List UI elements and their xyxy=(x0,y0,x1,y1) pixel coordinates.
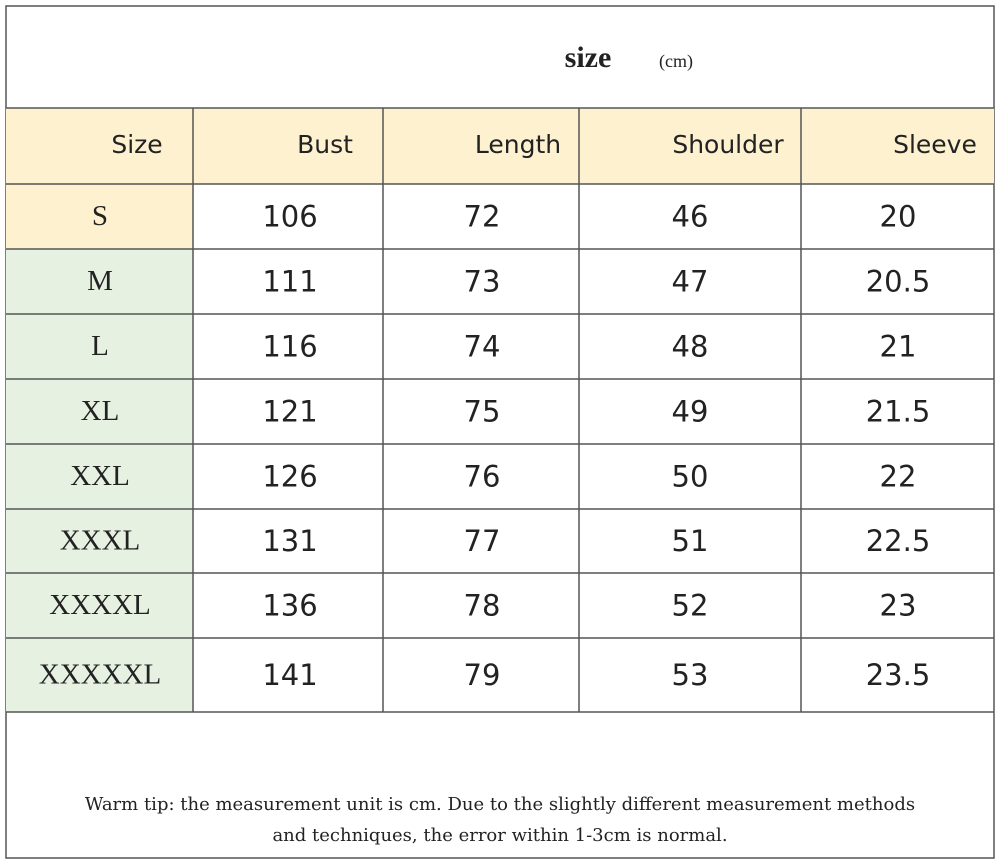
cell-value: 22 xyxy=(880,460,917,494)
cell-value: 22.5 xyxy=(866,524,931,558)
cell-value: 50 xyxy=(672,460,709,494)
cell-value: 78 xyxy=(464,589,501,623)
size-cell-bg xyxy=(6,379,193,444)
size-label: XXXXXL xyxy=(39,659,161,691)
cell-value: 121 xyxy=(262,395,317,429)
cell-value: 74 xyxy=(464,330,501,364)
size-label: L xyxy=(91,330,109,362)
size-cell-bg xyxy=(6,573,193,638)
cell-value: 46 xyxy=(672,200,709,234)
table: Size Bust Length Shoulder Sleeve S 106 72 46 20 M 1… xyxy=(6,107,994,713)
column-header: Shoulder xyxy=(672,130,784,159)
column-header: Bust xyxy=(297,130,353,159)
size-cell-bg xyxy=(6,444,193,509)
size-cell-bg xyxy=(6,184,193,249)
size-cell-bg xyxy=(6,638,193,712)
cell-value: 72 xyxy=(464,200,501,234)
cell-value: 52 xyxy=(672,589,709,623)
size-cell-bg xyxy=(6,509,193,573)
cell-value: 77 xyxy=(464,524,501,558)
cell-value: 23.5 xyxy=(866,658,931,692)
size-label: S xyxy=(92,200,108,232)
header-bg xyxy=(6,108,994,184)
cell-value: 21.5 xyxy=(866,395,931,429)
cell-value: 51 xyxy=(672,524,709,558)
size-cell-bg xyxy=(6,314,193,379)
cell-value: 111 xyxy=(262,265,317,299)
cell-value: 79 xyxy=(464,658,501,692)
cell-value: 47 xyxy=(672,265,709,299)
cell-value: 106 xyxy=(262,200,317,234)
cell-value: 48 xyxy=(672,330,709,364)
footer-line: Warm tip: the measurement unit is cm. Du… xyxy=(85,794,915,815)
cell-value: 21 xyxy=(880,330,917,364)
cell-value: 73 xyxy=(464,265,501,299)
size-label: M xyxy=(87,265,113,297)
size-cell-bg xyxy=(6,249,193,314)
cell-value: 49 xyxy=(672,395,709,429)
size-label: XXXL xyxy=(60,525,141,557)
footer-line: and techniques, the error within 1-3cm i… xyxy=(272,825,727,846)
cell-value: 116 xyxy=(262,330,317,364)
cell-value: 20.5 xyxy=(866,265,931,299)
cell-value: 20 xyxy=(880,200,917,234)
cell-value: 126 xyxy=(262,460,317,494)
unit: (cm) xyxy=(659,51,693,72)
cell-value: 76 xyxy=(464,460,501,494)
column-header: Length xyxy=(475,130,561,159)
cell-value: 53 xyxy=(672,658,709,692)
size-label: XL xyxy=(81,395,120,427)
cell-value: 75 xyxy=(464,395,501,429)
title: size xyxy=(565,41,612,74)
size-label: XXL xyxy=(70,460,130,492)
cell-value: 141 xyxy=(262,658,317,692)
column-header: Sleeve xyxy=(893,130,977,159)
cell-value: 136 xyxy=(262,589,317,623)
cell-value: 131 xyxy=(262,524,317,558)
cell-value: 23 xyxy=(880,589,917,623)
column-header: Size xyxy=(111,130,162,159)
size-label: XXXXL xyxy=(49,589,151,621)
